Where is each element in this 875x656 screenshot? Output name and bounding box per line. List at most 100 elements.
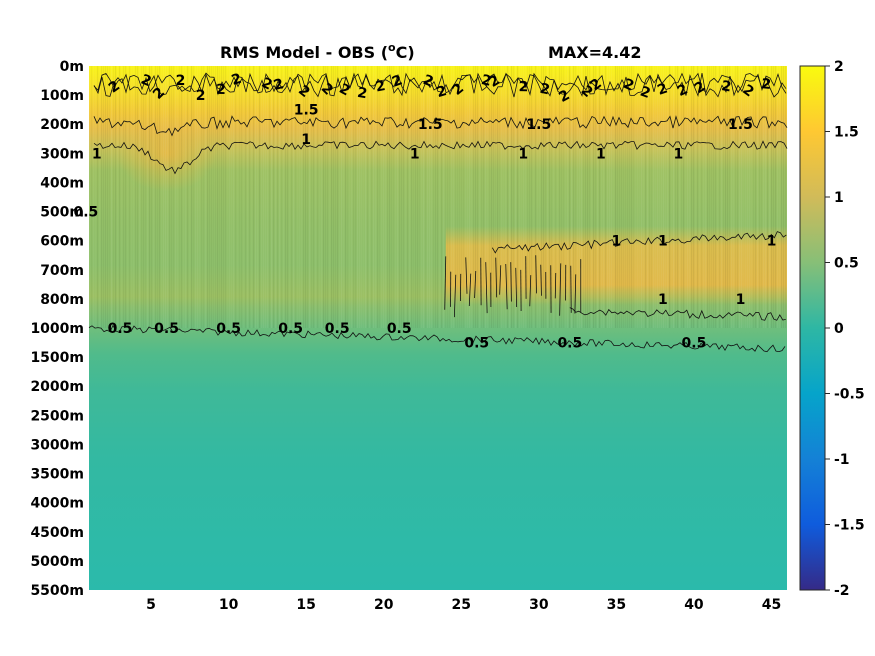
contour-label: 1 — [410, 146, 420, 162]
contour-label-2: 2 — [435, 83, 449, 101]
contour-label: 1 — [736, 292, 746, 308]
contour-2 — [93, 72, 787, 98]
contour-label-2: 2 — [538, 81, 551, 99]
y-tick-label: 3000m — [30, 437, 84, 453]
y-tick-label: 4500m — [30, 525, 84, 541]
contour-label: 0.5 — [216, 321, 241, 337]
contour-fragment — [554, 272, 557, 299]
x-tick-label: 20 — [374, 597, 394, 613]
contour-1.5 — [93, 115, 788, 137]
contour-label: 0.5 — [154, 321, 179, 337]
x-tick-label: 30 — [529, 597, 549, 613]
contour-label: 0.5 — [682, 336, 707, 352]
contour-label: 1.5 — [418, 117, 443, 133]
contour-label: 0.5 — [325, 321, 350, 337]
x-tick-label: 35 — [607, 597, 626, 613]
contour-label-2: 2 — [216, 82, 226, 98]
contour-label-2: 2 — [272, 76, 286, 94]
contour-label: 1.5 — [526, 117, 551, 133]
contour-label: 0.5 — [557, 336, 582, 352]
y-tick-label: 2000m — [30, 379, 84, 395]
y-tick-label: 4000m — [30, 496, 84, 512]
colorbar-tick-label: -1 — [834, 452, 850, 468]
contour-label: 1 — [767, 234, 777, 250]
contour-fragment — [468, 273, 472, 307]
y-tick-label: 600m — [40, 234, 84, 250]
contour-label: 1 — [301, 132, 311, 148]
y-tick-label: 1000m — [30, 321, 84, 337]
x-axis: 5 10 15 20 25 30 35 40 45 — [146, 597, 781, 613]
colorbar-tick-label: 1 — [834, 190, 844, 206]
contour-0.5 — [88, 324, 786, 353]
colorbar-tick-label: 1.5 — [834, 125, 859, 141]
chart-title: RMS Model - OBS (oC) — [220, 41, 415, 62]
heatmap-field — [89, 66, 787, 590]
contour-label-2: 2 — [374, 78, 387, 96]
contour-label: 1 — [658, 234, 668, 250]
contour-label-2: 2 — [230, 71, 244, 89]
max-label: MAX=4.42 — [548, 43, 642, 62]
x-tick-label: 40 — [684, 597, 704, 613]
colorbar-tick-label: 0 — [834, 321, 844, 337]
x-tick-label: 5 — [146, 597, 156, 613]
x-tick-label: 25 — [452, 597, 471, 613]
colorbar-tick-label: 0.5 — [834, 256, 859, 272]
y-tick-label: 5000m — [30, 554, 84, 570]
contour-label: 1 — [612, 234, 622, 250]
y-tick-label: 200m — [40, 117, 84, 133]
contour-label: 0.5 — [108, 321, 133, 337]
contour-label-2: 2 — [720, 78, 732, 95]
contour-label-2: 2 — [176, 73, 186, 89]
contour-fragment — [535, 255, 537, 294]
contour-fragment — [559, 263, 562, 316]
y-tick-label: 5500m — [30, 583, 84, 599]
contour-fragment — [529, 275, 532, 307]
vertical-texture — [89, 66, 787, 328]
contour-fragment — [485, 262, 488, 314]
contour-label: 1 — [92, 146, 102, 162]
contour-label: 0.5 — [73, 205, 98, 221]
y-tick-label: 700m — [40, 263, 84, 279]
contour-label-2: 2 — [196, 88, 206, 104]
colorbar-tick-label: 2 — [834, 59, 844, 75]
contour-label: 0.5 — [278, 321, 303, 337]
contour-2b — [93, 72, 787, 95]
contour-label: 1.5 — [294, 103, 319, 119]
contour-1-band-bottom — [569, 307, 786, 321]
contour-fragment — [505, 263, 508, 310]
y-tick-label: 300m — [40, 146, 84, 162]
y-tick-label: 500m — [40, 205, 84, 221]
contour-fragment — [495, 257, 498, 298]
y-tick-label: 400m — [40, 175, 84, 191]
contour-label: 1 — [596, 146, 606, 162]
y-tick-label: 3500m — [30, 467, 84, 483]
x-tick-label: 10 — [219, 597, 239, 613]
colorbar-tick-label: -0.5 — [834, 387, 865, 403]
colorbar-tick-label: -1.5 — [834, 518, 865, 534]
colorbar: 2 1.5 1 0.5 0 -0.5 -1 -1.5 -2 — [799, 59, 865, 599]
y-tick-label: 800m — [40, 292, 84, 308]
contour-fragment — [474, 270, 477, 299]
contour-fragment — [465, 257, 468, 294]
contour-1-band-top — [491, 231, 787, 254]
contour-lines — [88, 72, 788, 353]
x-tick-label: 45 — [762, 597, 781, 613]
contour-label: 1 — [674, 146, 684, 162]
contour-fragment — [510, 262, 512, 302]
contour-fragment — [540, 264, 542, 296]
contour-fragment — [574, 274, 577, 314]
contour-label-2: 2 — [761, 76, 772, 93]
y-tick-label: 0m — [60, 59, 84, 75]
contour-label-2: 2 — [356, 85, 368, 102]
y-tick-label: 2500m — [30, 408, 84, 424]
contour-label: 1.5 — [728, 117, 753, 133]
contour-label-2: 2 — [480, 72, 493, 90]
y-axis: 0m 100m 200m 300m 400m 500m 600m 700m 800m 1000m 1… — [30, 59, 84, 599]
x-tick-label: 15 — [296, 597, 315, 613]
contour-label: 1 — [658, 292, 668, 308]
contour-fragment — [453, 274, 457, 318]
contour-1-upper — [93, 140, 788, 175]
contour-label: 0.5 — [464, 336, 489, 352]
y-tick-label: 100m — [40, 88, 84, 104]
